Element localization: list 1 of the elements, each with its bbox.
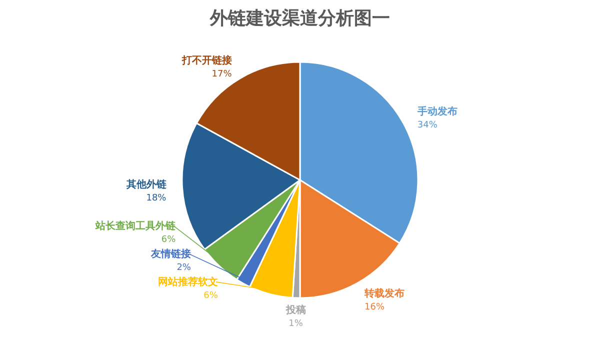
chart-title: 外链建设渠道分析图一 — [209, 8, 390, 29]
